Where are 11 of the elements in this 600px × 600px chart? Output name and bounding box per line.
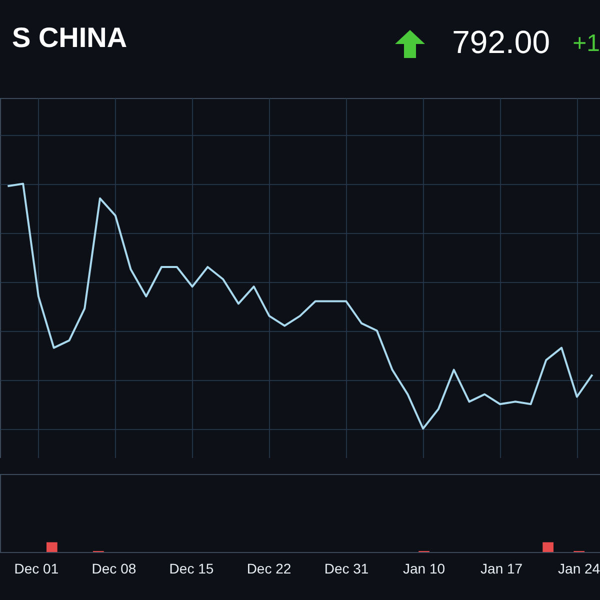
x-tick-label: Jan 24 <box>558 560 600 576</box>
text: 792.00 <box>452 24 550 61</box>
x-tick-label: Dec 15 <box>169 560 214 576</box>
x-tick-label: Jan 17 <box>480 560 523 576</box>
text: +1 <box>572 30 600 58</box>
chart-title: S CHINA <box>12 22 128 54</box>
x-tick-label: Dec 01 <box>14 560 59 576</box>
x-tick-label: Dec 22 <box>246 560 292 576</box>
x-tick-label: Dec 08 <box>92 560 136 576</box>
x-tick-label: Jan 10 <box>403 560 446 576</box>
x-tick-label: Dec 31 <box>324 560 369 576</box>
